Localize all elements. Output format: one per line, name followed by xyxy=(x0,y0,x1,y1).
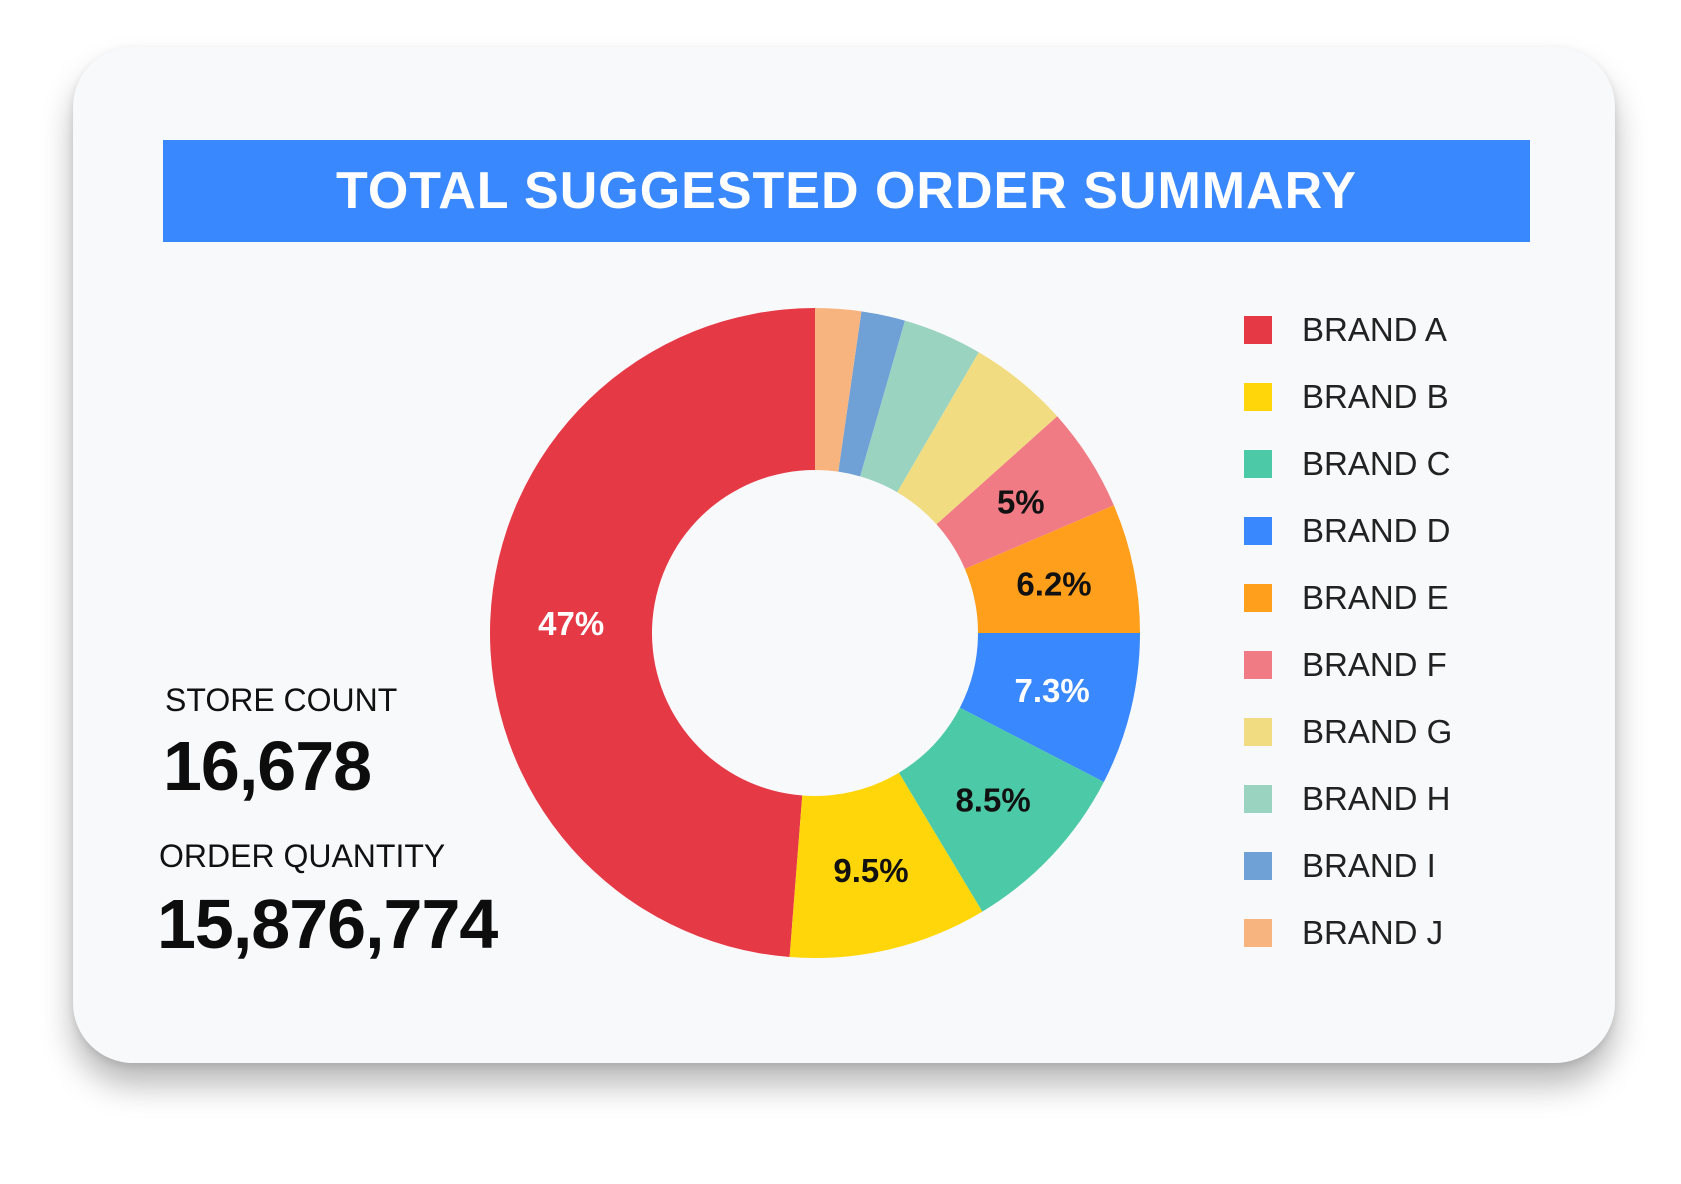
slice-brand-c xyxy=(898,707,1104,912)
title-bar: TOTAL SUGGESTED ORDER SUMMARY xyxy=(163,140,1530,242)
legend-label: BRAND J xyxy=(1302,914,1444,951)
slice-brand-j xyxy=(815,308,862,472)
legend-item-brand-c: BRAND C xyxy=(1244,440,1452,507)
legend-label: BRAND D xyxy=(1302,512,1451,549)
data-label-brand-e: 6.2% xyxy=(1016,566,1091,603)
legend-label: BRAND F xyxy=(1302,646,1447,683)
legend-swatch xyxy=(1244,450,1272,478)
legend-label: BRAND I xyxy=(1302,847,1436,884)
legend-swatch xyxy=(1244,383,1272,411)
store-count-label: STORE COUNT xyxy=(165,682,398,718)
slice-brand-i xyxy=(838,311,905,477)
legend-item-brand-j: BRAND J xyxy=(1244,909,1452,976)
legend-item-brand-f: BRAND F xyxy=(1244,641,1452,708)
slice-brand-d xyxy=(959,633,1140,782)
legend-swatch xyxy=(1244,718,1272,746)
legend-swatch xyxy=(1244,316,1272,344)
data-label-brand-f: 5% xyxy=(997,483,1045,520)
legend-swatch xyxy=(1244,852,1272,880)
legend-swatch xyxy=(1244,651,1272,679)
legend-label: BRAND G xyxy=(1302,713,1453,750)
legend-label: BRAND A xyxy=(1302,311,1447,348)
data-label-brand-c: 8.5% xyxy=(955,781,1030,818)
legend-item-brand-e: BRAND E xyxy=(1244,574,1452,641)
chart-title: TOTAL SUGGESTED ORDER SUMMARY xyxy=(336,162,1357,220)
data-label-brand-d: 7.3% xyxy=(1015,672,1090,709)
legend-item-brand-h: BRAND H xyxy=(1244,775,1452,842)
slice-brand-e xyxy=(964,505,1140,633)
legend-swatch xyxy=(1244,517,1272,545)
store-count-value: 16,678 xyxy=(163,727,372,805)
order-quantity-label: ORDER QUANTITY xyxy=(159,838,446,874)
legend-item-brand-b: BRAND B xyxy=(1244,373,1452,440)
data-label-brand-b: 9.5% xyxy=(833,852,908,889)
data-label-brand-a: 47% xyxy=(538,605,604,642)
order-quantity-value: 15,876,774 xyxy=(157,885,498,963)
legend-label: BRAND C xyxy=(1302,445,1451,482)
slice-brand-h xyxy=(860,320,979,493)
legend-item-brand-d: BRAND D xyxy=(1244,507,1452,574)
legend-label: BRAND B xyxy=(1302,378,1449,415)
legend-item-brand-i: BRAND I xyxy=(1244,842,1452,909)
legend-item-brand-g: BRAND G xyxy=(1244,708,1452,775)
legend-label: BRAND E xyxy=(1302,579,1449,616)
slice-brand-f xyxy=(936,416,1114,569)
slice-brand-g xyxy=(897,352,1058,525)
chart-legend: BRAND A BRAND B BRAND C BRAND D BRAND E BRAND… xyxy=(1244,306,1452,976)
legend-label: BRAND H xyxy=(1302,780,1451,817)
legend-item-brand-a: BRAND A xyxy=(1244,306,1452,373)
legend-swatch xyxy=(1244,785,1272,813)
legend-swatch xyxy=(1244,919,1272,947)
slice-brand-b xyxy=(789,772,983,958)
slice-brand-a xyxy=(490,308,815,958)
legend-swatch xyxy=(1244,584,1272,612)
